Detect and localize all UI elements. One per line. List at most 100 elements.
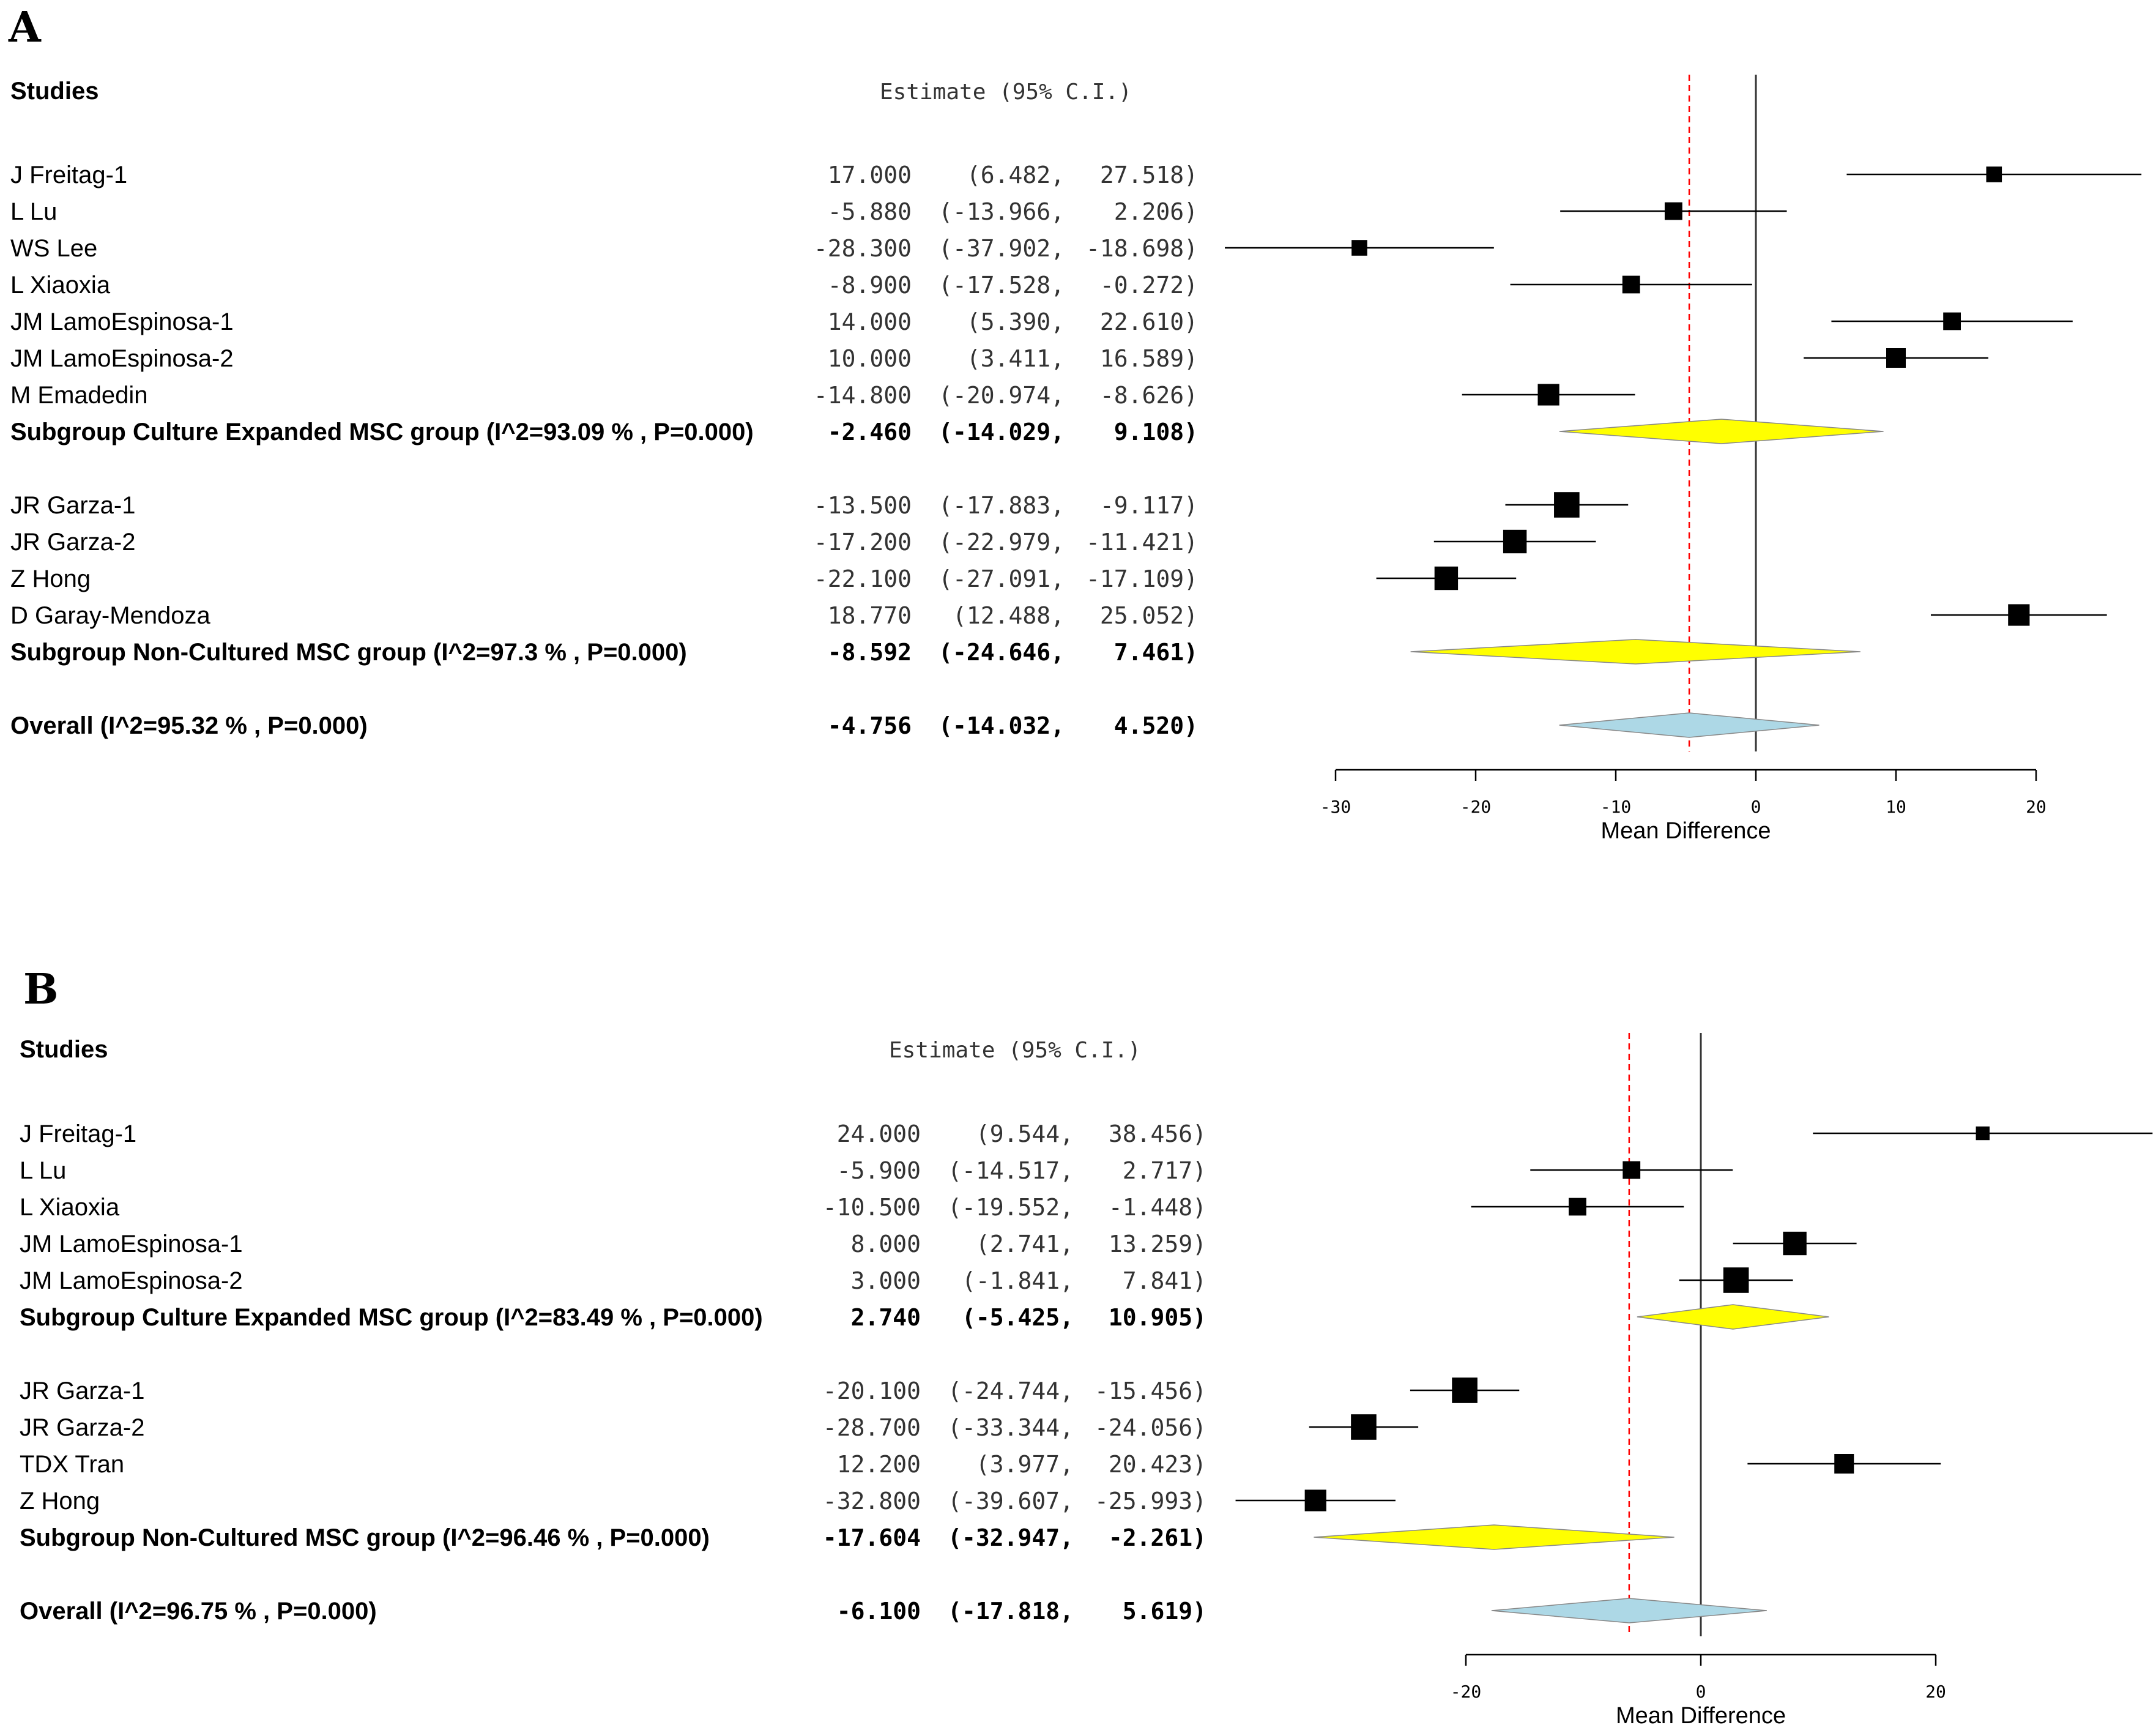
ci-lower-value: (-14.029, [939, 419, 1065, 445]
study-estimate-marker [1834, 1454, 1854, 1474]
study-estimate-marker [1664, 202, 1682, 220]
study-label: J Freitag-1 [10, 162, 127, 188]
ci-upper-value: -18.698) [1086, 235, 1198, 262]
ci-upper-value: 9.108) [1114, 419, 1198, 445]
study-label: L Lu [10, 198, 57, 225]
ci-upper-value: 25.052) [1100, 602, 1198, 629]
x-tick-label: -30 [1320, 797, 1351, 817]
estimate-value: -32.800 [823, 1488, 921, 1515]
subgroup-diamond [1559, 419, 1884, 444]
ci-lower-value: (-17.883, [939, 492, 1065, 519]
study-estimate-marker [1537, 384, 1559, 406]
ci-upper-value: 2.717) [1123, 1157, 1206, 1184]
estimate-value: 14.000 [828, 308, 912, 335]
x-tick-label: -20 [1451, 1682, 1482, 1702]
estimate-value: 18.770 [828, 602, 912, 629]
overall-diamond [1491, 1598, 1767, 1623]
estimate-value: -17.200 [814, 529, 912, 556]
ci-lower-value: (-24.744, [948, 1377, 1074, 1404]
estimate-value: -13.500 [814, 492, 912, 519]
ci-upper-value: 2.206) [1114, 198, 1198, 225]
ci-upper-value: 4.520) [1114, 712, 1198, 739]
study-estimate-marker [1452, 1377, 1478, 1403]
ci-lower-value: (-14.517, [948, 1157, 1074, 1184]
subgroup-diamond [1410, 639, 1860, 665]
estimate-value: 10.000 [828, 345, 912, 372]
ci-upper-value: -8.626) [1100, 382, 1198, 409]
study-estimate-marker [2008, 604, 2030, 626]
ci-upper-value: 16.589) [1100, 345, 1198, 372]
ci-lower-value: (-39.607, [948, 1488, 1074, 1515]
estimate-value: -28.700 [823, 1414, 921, 1441]
study-estimate-marker [1351, 240, 1367, 256]
overall-diamond [1559, 712, 1820, 738]
ci-upper-value: 7.841) [1123, 1267, 1206, 1294]
study-estimate-marker [1886, 348, 1906, 368]
ci-upper-value: 38.456) [1109, 1120, 1206, 1147]
subgroup-label: Subgroup Culture Expanded MSC group (I^2… [20, 1304, 763, 1331]
study-estimate-marker [1622, 275, 1640, 294]
study-estimate-marker [1623, 1161, 1641, 1179]
estimate-value: -22.100 [814, 565, 912, 592]
study-estimate-marker [1569, 1198, 1586, 1216]
study-estimate-marker [1943, 312, 1961, 330]
ci-lower-value: (-5.425, [962, 1304, 1074, 1331]
study-label: JM LamoEspinosa-2 [10, 345, 234, 372]
ci-lower-value: (-24.646, [939, 639, 1065, 666]
study-label: L Xiaoxia [20, 1194, 120, 1221]
ci-lower-value: (-19.552, [948, 1194, 1074, 1221]
ci-upper-value: -0.272) [1100, 272, 1198, 299]
ci-lower-value: (2.741, [976, 1231, 1074, 1258]
x-axis-title: Mean Difference [1600, 818, 1771, 844]
x-tick-label: 10 [1886, 797, 1906, 817]
study-label: Z Hong [10, 565, 91, 592]
study-estimate-marker [1976, 1126, 1990, 1141]
study-label: D Garay-Mendoza [10, 602, 211, 629]
study-label: JR Garza-2 [10, 529, 136, 556]
ci-upper-value: 10.905) [1109, 1304, 1206, 1331]
study-label: JM LamoEspinosa-2 [20, 1267, 243, 1294]
ci-upper-value: 22.610) [1100, 308, 1198, 335]
estimate-value: -28.300 [814, 235, 912, 262]
ci-lower-value: (12.488, [953, 602, 1065, 629]
study-label: J Freitag-1 [20, 1120, 136, 1147]
estimate-value: -8.900 [828, 272, 912, 299]
subgroup-diamond [1314, 1524, 1675, 1550]
ci-upper-value: 7.461) [1114, 639, 1198, 666]
study-estimate-marker [1986, 166, 2002, 182]
overall-label: Overall (I^2=95.32 % , P=0.000) [10, 712, 368, 739]
study-estimate-marker [1304, 1489, 1326, 1511]
x-axis-title: Mean Difference [1616, 1703, 1786, 1729]
study-label: JR Garza-1 [10, 492, 136, 519]
ci-upper-value: -15.456) [1095, 1377, 1206, 1404]
study-label: WS Lee [10, 235, 97, 262]
ci-upper-value: 5.619) [1123, 1598, 1206, 1625]
ci-lower-value: (-33.344, [948, 1414, 1074, 1441]
estimate-value: -14.800 [814, 382, 912, 409]
estimate-value: 3.000 [851, 1267, 921, 1294]
x-tick-label: 20 [1925, 1682, 1946, 1702]
estimate-value: 12.200 [837, 1451, 921, 1478]
x-tick-label: 20 [2026, 797, 2046, 817]
study-label: JR Garza-2 [20, 1414, 145, 1441]
subgroup-label: Subgroup Non-Cultured MSC group (I^2=96.… [20, 1524, 710, 1551]
ci-lower-value: (-22.979, [939, 529, 1065, 556]
study-label: L Lu [20, 1157, 66, 1184]
ci-upper-value: -24.056) [1095, 1414, 1206, 1441]
subgroup-diamond [1637, 1304, 1829, 1330]
estimate-column-header: Estimate (95% C.I.) [889, 1038, 1141, 1063]
ci-lower-value: (-20.974, [939, 382, 1065, 409]
x-tick-label: 0 [1751, 797, 1761, 817]
subgroup-label: Subgroup Culture Expanded MSC group (I^2… [10, 419, 754, 445]
ci-upper-value: -17.109) [1086, 565, 1198, 592]
study-estimate-marker [1723, 1267, 1749, 1293]
studies-column-header: Studies [10, 78, 99, 105]
panel-label: A [8, 3, 42, 52]
estimate-value: -17.604 [823, 1524, 921, 1551]
ci-lower-value: (-27.091, [939, 565, 1065, 592]
ci-lower-value: (3.977, [976, 1451, 1074, 1478]
ci-lower-value: (3.411, [967, 345, 1065, 372]
estimate-value: -8.592 [828, 639, 912, 666]
ci-lower-value: (-37.902, [939, 235, 1065, 262]
